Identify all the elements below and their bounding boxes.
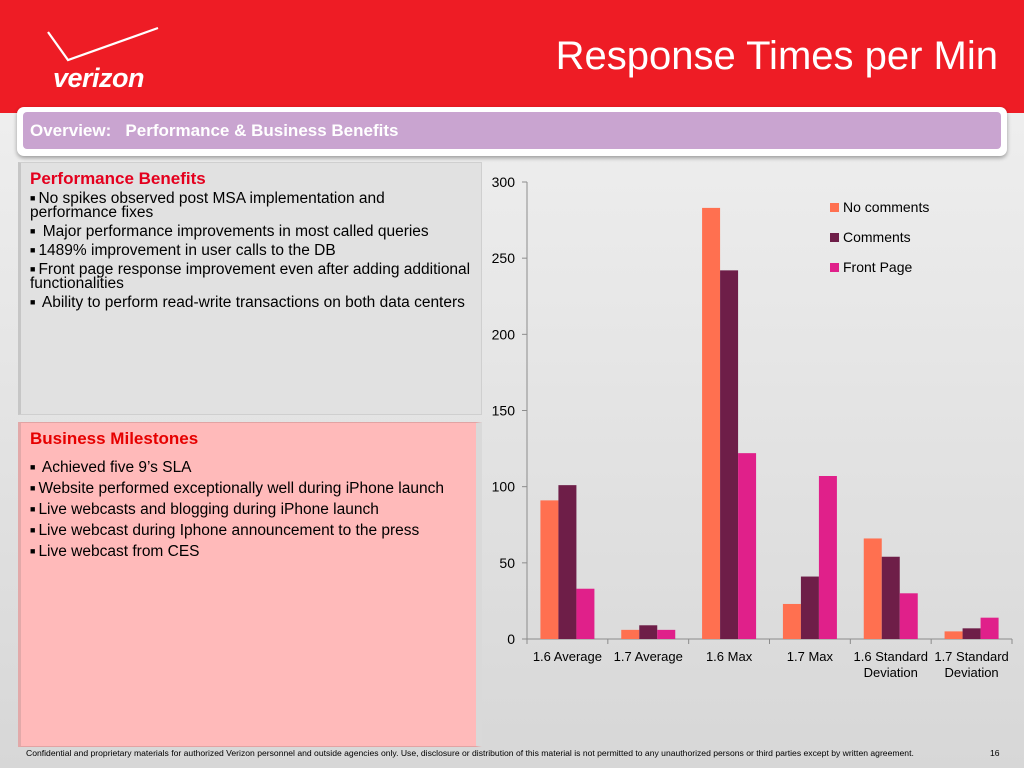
list-item: ■ Ability to perform read-write transact…	[30, 294, 471, 311]
bar-front-page	[980, 617, 999, 639]
legend-label: Front Page	[843, 259, 912, 275]
x-category-label: Deviation	[864, 665, 918, 680]
list-item: ■ Live webcasts and blogging during iPhon…	[30, 501, 466, 518]
x-category-label: 1.6 Average	[533, 649, 602, 664]
performance-heading: Performance Benefits	[30, 169, 206, 188]
list-item: ■ Live webcast from CES	[30, 543, 466, 560]
y-tick-label: 100	[492, 479, 516, 495]
x-category-label: 1.6 Standard	[854, 649, 928, 664]
square-bullet-icon: ■	[30, 297, 36, 307]
list-item-text: Live webcast from CES	[38, 543, 200, 560]
page-number: 16	[990, 748, 1000, 758]
x-category-label: Deviation	[944, 665, 998, 680]
list-item-text: No spikes observed post MSA implementati…	[30, 190, 385, 221]
bar-front-page	[899, 593, 918, 639]
legend-swatch	[830, 233, 839, 242]
square-bullet-icon: ■	[30, 483, 36, 493]
bar-front-page	[818, 476, 837, 639]
x-category-label: 1.6 Max	[706, 649, 753, 664]
list-item: ■ No spikes observed post MSA implementat…	[30, 190, 471, 221]
square-bullet-icon: ■	[30, 462, 36, 472]
list-item-text: Front page response improvement even aft…	[30, 261, 471, 292]
y-tick-label: 0	[507, 631, 515, 647]
list-item: ■ Front page response improvement even af…	[30, 261, 471, 292]
bar-comments	[720, 270, 739, 639]
business-list: ■ Achieved five 9’s SLA ■ Website perform…	[30, 459, 466, 560]
bar-comments	[800, 576, 819, 639]
page-title: Response Times per Min	[555, 34, 998, 78]
y-tick-label: 150	[492, 403, 516, 419]
list-item: ■ Achieved five 9’s SLA	[30, 459, 466, 476]
list-item-text: Live webcasts and blogging during iPhone…	[38, 501, 379, 518]
bar-no-comments	[782, 603, 801, 639]
bar-no-comments	[621, 629, 640, 639]
legend-swatch	[830, 203, 839, 212]
overview-bar	[23, 112, 1001, 149]
bar-comments	[558, 485, 577, 639]
list-item-text: Live webcast during Iphone announcement …	[38, 522, 420, 539]
bar-front-page	[657, 629, 676, 639]
bar-chart: 0 50 100 150 200 250 300 1.6 Average 1.7 Average…	[492, 174, 1013, 680]
list-item: ■ Major performance improvements in most…	[30, 223, 471, 240]
checkmark-icon	[47, 26, 159, 62]
overview-label: Overview: Performance & Business Benefit…	[30, 121, 399, 140]
square-bullet-icon: ■	[30, 264, 36, 274]
square-bullet-icon: ■	[30, 525, 36, 535]
performance-benefits-panel: Performance Benefits ■ No spikes observed…	[18, 162, 482, 415]
footer-disclaimer: Confidential and proprietary materials f…	[26, 748, 914, 758]
list-item-text: Ability to perform read-write transactio…	[38, 294, 465, 311]
bar-comments	[881, 556, 900, 639]
legend-label: No comments	[843, 199, 929, 215]
legend-swatch	[830, 263, 839, 272]
x-category-label: 1.7 Standard	[934, 649, 1008, 664]
square-bullet-icon: ■	[30, 546, 36, 556]
y-tick-label: 50	[499, 555, 515, 571]
y-tick-label: 300	[492, 174, 516, 190]
list-item-text: Major performance improvements in most c…	[38, 223, 429, 240]
y-tick-label: 250	[492, 250, 516, 266]
performance-list: ■ No spikes observed post MSA implementat…	[30, 190, 471, 311]
list-item: ■ Live webcast during Iphone announcement…	[30, 522, 466, 539]
x-category-label: 1.7 Average	[614, 649, 683, 664]
bar-comments	[962, 628, 981, 639]
list-item-text: 1489% improvement in user calls to the D…	[38, 242, 336, 259]
header-bar: verizon Response Times per Min	[0, 0, 1024, 113]
bar-no-comments	[702, 207, 721, 639]
legend-label: Comments	[843, 229, 911, 245]
response-times-chart: 0 50 100 150 200 250 300 1.6 Average 1.7 Average…	[485, 165, 1020, 685]
logo-wordmark: verizon	[53, 63, 145, 93]
bar-no-comments	[863, 538, 882, 639]
bar-comments	[639, 625, 658, 639]
bar-front-page	[738, 453, 757, 639]
business-milestones-panel: Business Milestones ■ Achieved five 9’s …	[18, 422, 482, 747]
bar-front-page	[576, 588, 595, 639]
verizon-logo: verizon	[44, 26, 164, 96]
x-category-label: 1.7 Max	[787, 649, 834, 664]
list-item: ■ 1489% improvement in user calls to the …	[30, 242, 471, 259]
square-bullet-icon: ■	[30, 226, 36, 236]
bar-no-comments	[944, 631, 963, 639]
square-bullet-icon: ■	[30, 245, 36, 255]
y-tick-label: 200	[492, 326, 516, 342]
bar-no-comments	[540, 500, 559, 639]
list-item: ■ Website performed exceptionally well du…	[30, 480, 466, 497]
square-bullet-icon: ■	[30, 193, 36, 203]
list-item-text: Achieved five 9’s SLA	[38, 459, 192, 476]
square-bullet-icon: ■	[30, 504, 36, 514]
list-item-text: Website performed exceptionally well dur…	[38, 480, 444, 497]
business-heading: Business Milestones	[30, 429, 199, 448]
